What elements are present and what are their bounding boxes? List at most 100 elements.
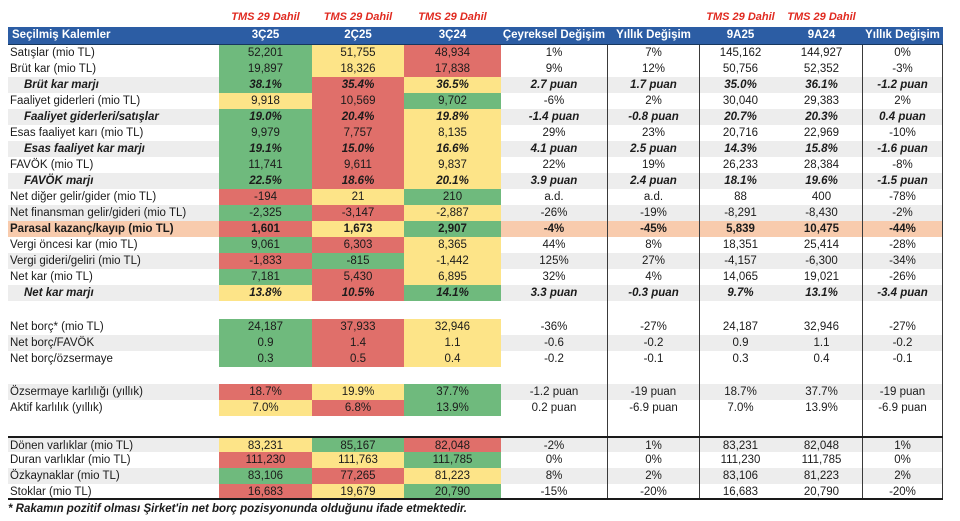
spacer-cell — [404, 367, 501, 384]
cell: 27% — [607, 253, 700, 269]
cell: 21 — [312, 189, 404, 205]
cell: 1.1 — [404, 335, 501, 351]
row-label: Net diğer gelir/gider (mio TL) — [10, 191, 157, 203]
table-row: Net kar marjı 13.8% 10.5% 14.1% 3.3 puan -0.3… — [8, 285, 943, 301]
row-label: Faaliyet giderleri (mio TL) — [10, 95, 141, 107]
table-row: Satışlar (mio TL) 52,201 51,755 48,934 1% 7% 1… — [8, 45, 943, 61]
cell: 111,230 — [720, 454, 761, 466]
cell: 14.3% — [700, 141, 781, 157]
cell: -78% — [862, 189, 943, 205]
cell: -3,147 — [312, 205, 404, 221]
spacer-row — [8, 301, 943, 319]
cell: -28% — [862, 237, 943, 253]
row-label: Net kar marjı — [8, 285, 219, 301]
spacer-cell — [501, 301, 607, 319]
cell: 9% — [545, 63, 563, 75]
row-label: Brüt kar marjı — [8, 77, 219, 93]
table-row: Parasal kazanç/kayıp (mio TL) 1,601 1,673 2… — [8, 221, 943, 237]
cell: 18.6% — [312, 173, 404, 189]
cell: 7,757 — [312, 125, 404, 141]
table-row: Özsermaye karlılığı (yıllık) 18.7% 19.9% 37… — [8, 384, 943, 400]
cell: 30,040 — [722, 95, 759, 107]
spacer-cell — [8, 301, 219, 319]
tms-label-9a24: TMS 29 Dahil — [787, 11, 856, 23]
cell: 24,187 — [722, 321, 759, 333]
cell: 145,162 — [719, 47, 762, 59]
table-row: Aktif karlılık (yıllık) 7.0% 6.8% 13.9% 0.2 … — [8, 400, 943, 416]
cell: -8,430 — [781, 205, 862, 221]
table-row: Net borç* (mio TL) 24,187 37,933 32,946 -36%… — [8, 319, 943, 335]
cell: -194 — [219, 189, 312, 205]
tms-label-2c25: TMS 29 Dahil — [323, 11, 393, 23]
cell: 20,716 — [722, 127, 759, 139]
cell: 19.0% — [219, 109, 312, 125]
cell: 19.1% — [219, 141, 312, 157]
cell: -45% — [607, 221, 700, 237]
cell: 8,365 — [404, 237, 501, 253]
cell: -1,833 — [219, 253, 312, 269]
cell: 22,969 — [803, 127, 840, 139]
cell: 32,946 — [404, 319, 501, 335]
spacer-cell — [501, 367, 607, 384]
cell: 9.7% — [700, 285, 781, 301]
cell: -44% — [862, 221, 943, 237]
cell: 0.4 — [813, 353, 830, 365]
row-label: Vergi öncesi kar (mio TL) — [10, 239, 138, 251]
row-label: Faaliyet giderleri/satışlar — [8, 109, 219, 125]
spacer-cell — [607, 301, 700, 319]
cell: 36.1% — [781, 77, 862, 93]
cell: 10,475 — [781, 221, 862, 237]
table-row: Net borç/özsermaye 0.3 0.5 0.4 -0.2 -0.1 0.3 0.… — [8, 351, 943, 367]
row-label: Brüt kar (mio TL) — [10, 63, 97, 75]
cell: 17,838 — [404, 61, 501, 77]
footnote: * Rakamın pozitif olması Şirket'in net b… — [8, 503, 467, 515]
cell: 0.3 — [732, 353, 749, 365]
tms-label-3c24: TMS 29 Dahil — [418, 11, 487, 23]
spacer-cell — [312, 367, 404, 384]
cell: 5,430 — [312, 269, 404, 285]
cell: 2,907 — [404, 221, 501, 237]
cell: 18,351 — [722, 239, 759, 251]
column-header-3c25: 3Ç25 — [251, 29, 280, 41]
cell: 38.1% — [219, 77, 312, 93]
cell: 37.7% — [404, 384, 501, 400]
cell: -6.9 puan — [607, 400, 700, 416]
cell: -8% — [862, 157, 943, 173]
cell: 81,223 — [781, 468, 862, 484]
row-label: Net borç/özsermaye — [10, 353, 113, 365]
cell: -2,887 — [404, 205, 501, 221]
table-row: Brüt kar (mio TL) 19,897 18,326 17,838 9% 12%… — [8, 61, 943, 77]
table-row: Vergi gideri/geliri (mio TL) -1,833 -815 -1… — [8, 253, 943, 269]
cell: -19% — [607, 205, 700, 221]
cell: 20,790 — [803, 486, 840, 498]
spacer-cell — [700, 367, 781, 384]
cell: 3.3 puan — [501, 285, 607, 301]
cell: -0.8 puan — [607, 109, 700, 125]
cell: 14,065 — [722, 271, 759, 283]
cell: 32% — [542, 271, 566, 283]
cell: -1.5 puan — [862, 173, 943, 189]
cell: -0.1 — [607, 351, 700, 367]
cell: -0.3 puan — [607, 285, 700, 301]
cell: 82,048 — [781, 438, 862, 452]
cell: 9,918 — [219, 93, 312, 109]
cell: a.d. — [607, 189, 700, 205]
cell: -0.1 — [862, 351, 943, 367]
cell: 9,837 — [404, 157, 501, 173]
cell: 37,933 — [312, 319, 404, 335]
cell: 81,223 — [404, 468, 501, 484]
cell: 16,683 — [722, 486, 759, 498]
row-label: Özsermaye karlılığı (yıllık) — [8, 384, 219, 400]
row-label: Duran varlıklar (mio TL) — [10, 454, 131, 466]
cell: 7.0% — [727, 402, 754, 414]
cell: -26% — [862, 269, 943, 285]
spacer-cell — [219, 301, 312, 319]
cell: 1,601 — [219, 221, 312, 237]
cell: 2.4 puan — [607, 173, 700, 189]
spacer-cell — [219, 416, 312, 436]
cell: 18,326 — [312, 61, 404, 77]
cell: 7,181 — [219, 269, 312, 285]
cell: -3% — [862, 61, 943, 77]
table-row: Özkaynaklar (mio TL) 83,106 77,265 81,223 8%… — [8, 468, 943, 484]
row-label: FAVÖK marjı — [8, 173, 219, 189]
